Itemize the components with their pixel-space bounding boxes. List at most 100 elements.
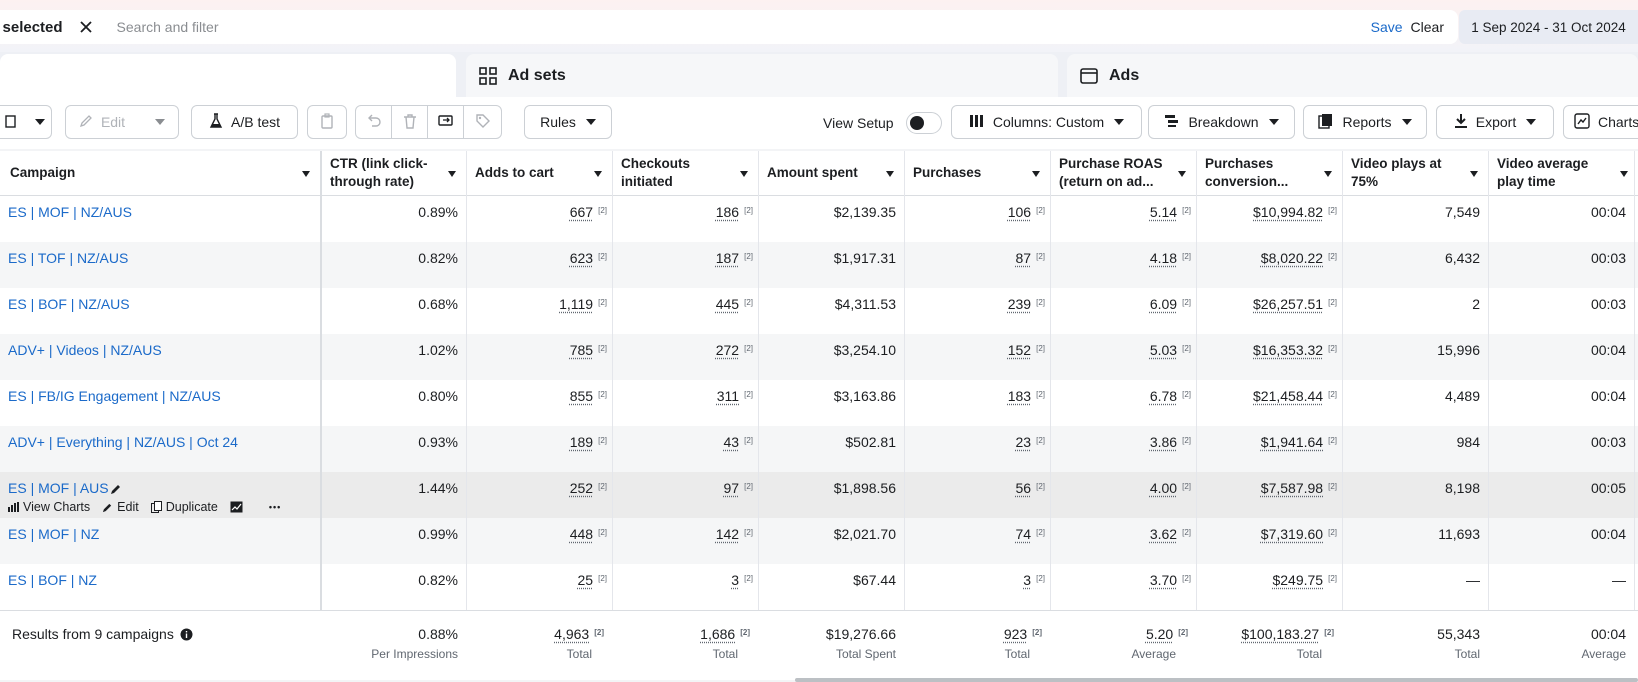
col-header-video-75[interactable]: Video plays at 75% (1343, 151, 1488, 196)
total-roas: 5.20 [2] (1146, 626, 1188, 642)
charts-button[interactable]: Charts (1563, 105, 1638, 139)
breakdown-button[interactable]: Breakdown (1148, 105, 1295, 139)
cell-roas: 3.70 [2] (1150, 572, 1191, 588)
table-row[interactable]: ES | MOF | NZ 0.99% 448 [2] 142 [2] $2,021.70 7… (0, 518, 1638, 564)
cell-roas: 6.78 [2] (1150, 388, 1191, 404)
table-row[interactable]: ES | BOF | NZ/AUS 0.68% 1,119 [2] 445 [2] $4,3… (0, 288, 1638, 334)
campaign-name-link[interactable]: ES | MOF | NZ (8, 526, 100, 542)
cell-vavg: 00:03 (1591, 434, 1626, 450)
cell-adds: 1,119 [2] (559, 296, 607, 312)
chart-trend-action[interactable] (230, 501, 243, 513)
col-header-campaign[interactable]: Campaign (0, 151, 320, 196)
rules-button[interactable]: Rules (524, 105, 612, 139)
campaign-name-link[interactable]: ADV+ | Everything | NZ/AUS | Oct 24 (8, 434, 238, 450)
table-row[interactable]: ES | BOF | NZ 0.82% 25 [2] 3 [2] $67.44 3 [2] 3.7… (0, 564, 1638, 610)
cell-value: $10,994.82 (1253, 204, 1324, 220)
cell-spent: $1,917.31 (834, 250, 896, 266)
save-button[interactable]: Save (1370, 19, 1403, 35)
tag-button[interactable] (463, 105, 502, 139)
pencil-icon[interactable] (110, 482, 122, 500)
ab-test-button[interactable]: A/B test (191, 105, 298, 139)
campaign-name-link[interactable]: ES | MOF | AUS (8, 480, 109, 496)
campaign-name-link[interactable]: ADV+ | Videos | NZ/AUS (8, 342, 162, 358)
cell-value: 311 (716, 388, 740, 404)
duplicate-action[interactable]: Duplicate (150, 500, 218, 514)
col-header-adds-to-cart[interactable]: Adds to cart (467, 151, 612, 196)
toolbar: Edit A/B test Rules (0, 97, 1638, 149)
table-row[interactable]: ADV+ | Videos | NZ/AUS 1.02% 785 [2] 272 [2] $… (0, 334, 1638, 380)
col-header-label: Purchases conversion... (1205, 156, 1289, 189)
download-icon (1454, 113, 1468, 132)
reports-button[interactable]: Reports (1303, 105, 1427, 139)
cell-v75: 8,198 (1445, 480, 1480, 496)
column-divider (1634, 151, 1635, 679)
cell-roas: 4.18 [2] (1150, 250, 1191, 266)
table-row[interactable]: ES | MOF | NZ/AUS 0.89% 667 [2] 186 [2] $2,139… (0, 196, 1638, 242)
cell-spent: $502.81 (845, 434, 896, 450)
chevron-down-icon (155, 119, 166, 125)
campaign-name-link[interactable]: ES | BOF | NZ/AUS (8, 296, 130, 312)
col-header-purchases[interactable]: Purchases (905, 151, 1050, 196)
columns-button[interactable]: Columns: Custom (951, 105, 1142, 139)
attribution-mark: [2] (744, 482, 753, 491)
more-icon[interactable]: ••• (268, 502, 282, 512)
cell-value: 0.89% (418, 204, 458, 220)
attribution-mark: [2] (1178, 628, 1188, 637)
total-spent: $19,276.66 (826, 626, 896, 642)
column-divider (320, 151, 322, 679)
view-setup-toggle[interactable] (906, 112, 942, 134)
sort-caret-icon (1324, 171, 1332, 177)
campaign-name-link[interactable]: ES | MOF | NZ/AUS (8, 204, 132, 220)
tab-ads[interactable]: Ads (1067, 54, 1638, 97)
date-range-picker[interactable]: 1 Sep 2024 - 31 Oct 2024 (1459, 10, 1638, 44)
campaign-name-link[interactable]: ES | TOF | NZ/AUS (8, 250, 129, 266)
cell-conv: $16,353.32 [2] (1253, 342, 1337, 358)
archive-button[interactable] (307, 105, 347, 139)
table-row[interactable]: ES | FB/IG Engagement | NZ/AUS 0.80% 855 [2… (0, 380, 1638, 426)
campaign-name-link[interactable]: ES | FB/IG Engagement | NZ/AUS (8, 388, 221, 404)
create-button[interactable] (0, 105, 52, 139)
cell-checkouts: 142 [2] (716, 526, 753, 542)
cell-value: 00:04 (1590, 342, 1626, 358)
col-header-roas[interactable]: Purchase ROAS (return on ad... (1051, 151, 1196, 196)
table-row[interactable]: ES | TOF | NZ/AUS 0.82% 623 [2] 187 [2] $1,917… (0, 242, 1638, 288)
close-icon[interactable] (77, 18, 95, 36)
campaign-name-link[interactable]: ES | BOF | NZ (8, 572, 97, 588)
cell-spent: $1,898.56 (834, 480, 896, 496)
tab-ad-sets[interactable]: Ad sets (466, 54, 1058, 97)
reports-icon (1318, 113, 1334, 132)
attribution-mark: [2] (1328, 574, 1337, 583)
export-draft-button[interactable] (427, 105, 464, 139)
cell-spent: $2,021.70 (834, 526, 896, 542)
col-header-ctr[interactable]: CTR (link click-through rate) (322, 151, 466, 196)
horizontal-scrollbar[interactable] (795, 678, 1638, 682)
col-header-conversion[interactable]: Purchases conversion... (1197, 151, 1342, 196)
cell-vavg: 00:05 (1591, 480, 1626, 496)
info-icon[interactable] (180, 628, 193, 641)
edit-action[interactable]: Edit (102, 500, 139, 514)
attribution-mark: [2] (1328, 482, 1337, 491)
clear-button[interactable]: Clear (1410, 19, 1444, 35)
table-row[interactable]: ES | MOF | AUS View Charts Edit Duplicate ••… (0, 472, 1638, 518)
table-row[interactable]: ADV+ | Everything | NZ/AUS | Oct 24 0.93%… (0, 426, 1638, 472)
total-adds-sub: Total (566, 647, 592, 661)
cell-ctr: 0.99% (418, 526, 458, 542)
col-header-video-avg[interactable]: Video average play time (1489, 151, 1638, 196)
chevron-down-icon (35, 119, 45, 125)
edit-button[interactable]: Edit (65, 105, 179, 139)
export-button[interactable]: Export (1436, 105, 1554, 139)
search-input[interactable] (114, 18, 1371, 36)
delete-button[interactable] (391, 105, 428, 139)
cell-adds: 25 [2] (578, 572, 607, 588)
col-header-amount-spent[interactable]: Amount spent (759, 151, 904, 196)
cell-checkouts: 97 [2] (724, 480, 753, 496)
tab-campaigns[interactable] (0, 54, 456, 97)
col-header-checkouts[interactable]: Checkouts initiated (613, 151, 758, 196)
cell-conv: $7,587.98 [2] (1261, 480, 1337, 496)
view-charts-action[interactable]: View Charts (8, 500, 90, 514)
undo-button[interactable] (355, 105, 392, 139)
cell-v75: 984 (1457, 434, 1480, 450)
sort-caret-icon (1178, 171, 1186, 177)
total-purchases-value: 923 (1003, 626, 1028, 642)
grid-icon (478, 66, 498, 86)
